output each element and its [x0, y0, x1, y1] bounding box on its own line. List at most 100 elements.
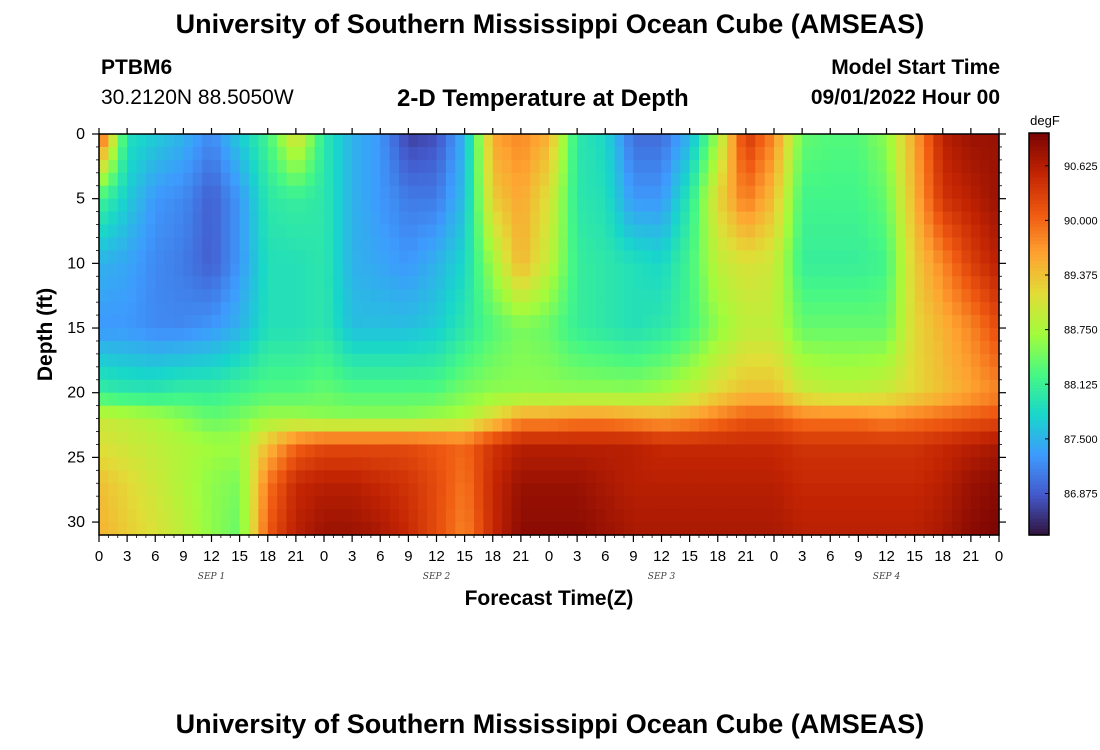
- x-tick-label: 0: [545, 548, 553, 565]
- heatmap-cell: [792, 353, 803, 368]
- heatmap-cell: [249, 276, 259, 290]
- heatmap-cell: [549, 224, 559, 239]
- heatmap-cell: [239, 431, 250, 446]
- heatmap-cell: [895, 134, 906, 148]
- heatmap-cell: [652, 470, 663, 484]
- heatmap-cell: [267, 211, 278, 226]
- heatmap-cell: [745, 509, 756, 523]
- heatmap-cell: [127, 263, 138, 277]
- heatmap-cell: [380, 392, 391, 407]
- heatmap-cell: [774, 237, 784, 252]
- heatmap-cell: [970, 172, 981, 187]
- colorbar-segment: [1029, 277, 1049, 281]
- heatmap-cell: [230, 328, 241, 342]
- heatmap-cell: [961, 431, 972, 446]
- heatmap-cell: [858, 431, 869, 446]
- heatmap-cell: [595, 224, 606, 239]
- heatmap-cell: [886, 522, 897, 536]
- heatmap-cell: [361, 146, 372, 161]
- heatmap-cell: [961, 392, 972, 407]
- heatmap-cell: [436, 224, 447, 239]
- heatmap-cell: [858, 340, 869, 355]
- heatmap-cell: [952, 509, 963, 523]
- heatmap-cell: [117, 185, 128, 200]
- heatmap-cell: [258, 418, 269, 433]
- heatmap-cell: [474, 522, 484, 536]
- heatmap-cell: [258, 379, 269, 394]
- heatmap-cell: [502, 289, 513, 303]
- heatmap-cell: [230, 185, 241, 200]
- heatmap-cell: [595, 483, 606, 497]
- heatmap-cell: [699, 353, 709, 368]
- heatmap-cell: [670, 444, 681, 458]
- heatmap-cell: [380, 198, 391, 213]
- heatmap-cell: [99, 224, 109, 239]
- heatmap-cell: [633, 302, 644, 316]
- heatmap-cell: [755, 172, 766, 187]
- heatmap-cell: [417, 185, 428, 200]
- heatmap-cell: [530, 146, 541, 161]
- heatmap-cell: [136, 146, 147, 161]
- heatmap-cell: [614, 198, 625, 213]
- heatmap-cell: [183, 198, 194, 213]
- colorbar-segment: [1029, 320, 1049, 325]
- heatmap-cell: [820, 185, 831, 200]
- heatmap-cell: [436, 159, 447, 174]
- heatmap-cell: [342, 146, 353, 161]
- heatmap-cell: [961, 224, 972, 239]
- heatmap-cell: [970, 340, 981, 355]
- colorbar-segment: [1029, 149, 1049, 154]
- heatmap-cell: [399, 276, 409, 290]
- heatmap-cell: [267, 159, 278, 174]
- heatmap-cell: [905, 211, 916, 226]
- heatmap-cell: [924, 185, 934, 200]
- heatmap-cell: [277, 198, 288, 213]
- heatmap-cell: [774, 146, 784, 161]
- heatmap-cell: [792, 134, 803, 148]
- heatmap-cell: [352, 392, 363, 407]
- heatmap-cell: [127, 198, 138, 213]
- heatmap-cell: [99, 509, 109, 523]
- heatmap-cell: [408, 340, 419, 355]
- heatmap-cell: [174, 470, 184, 484]
- heatmap-cell: [774, 509, 784, 523]
- heatmap-cell: [127, 172, 138, 187]
- heatmap-cell: [764, 289, 775, 303]
- heatmap-cell: [895, 366, 906, 381]
- heatmap-cell: [333, 172, 344, 187]
- heatmap-cell: [436, 146, 447, 161]
- colorbar-segment: [1029, 404, 1049, 409]
- heatmap-cell: [427, 263, 438, 277]
- heatmap-cell: [886, 392, 897, 407]
- heatmap-cell: [427, 405, 438, 420]
- heatmap-cell: [145, 379, 156, 394]
- heatmap-cell: [136, 483, 147, 497]
- heatmap-cell: [220, 185, 231, 200]
- heatmap-cell: [502, 509, 513, 523]
- heatmap-cell: [530, 444, 541, 458]
- heatmap-cell: [886, 134, 897, 148]
- heatmap-cell: [295, 276, 306, 290]
- heatmap-cell: [202, 211, 213, 226]
- heatmap-cell: [895, 340, 906, 355]
- heatmap-cell: [127, 276, 138, 290]
- heatmap-cell: [774, 211, 784, 226]
- heatmap-cell: [99, 328, 109, 342]
- heatmap-cell: [220, 172, 231, 187]
- x-tick-label: 12: [878, 548, 895, 565]
- heatmap-cell: [145, 159, 156, 174]
- heatmap-cell: [408, 302, 419, 316]
- heatmap-cell: [736, 366, 747, 381]
- heatmap-cell: [474, 211, 484, 226]
- heatmap-cell: [183, 263, 194, 277]
- y-tick-label: 10: [67, 255, 85, 272]
- heatmap-cell: [614, 146, 625, 161]
- heatmap-cell: [867, 444, 878, 458]
- heatmap-cell: [136, 302, 147, 316]
- heatmap-cell: [192, 457, 203, 471]
- heatmap-cell: [399, 224, 409, 239]
- heatmap-cell: [436, 198, 447, 213]
- heatmap-cell: [520, 470, 531, 484]
- heatmap-cell: [924, 250, 934, 264]
- colorbar-segment: [1029, 213, 1049, 218]
